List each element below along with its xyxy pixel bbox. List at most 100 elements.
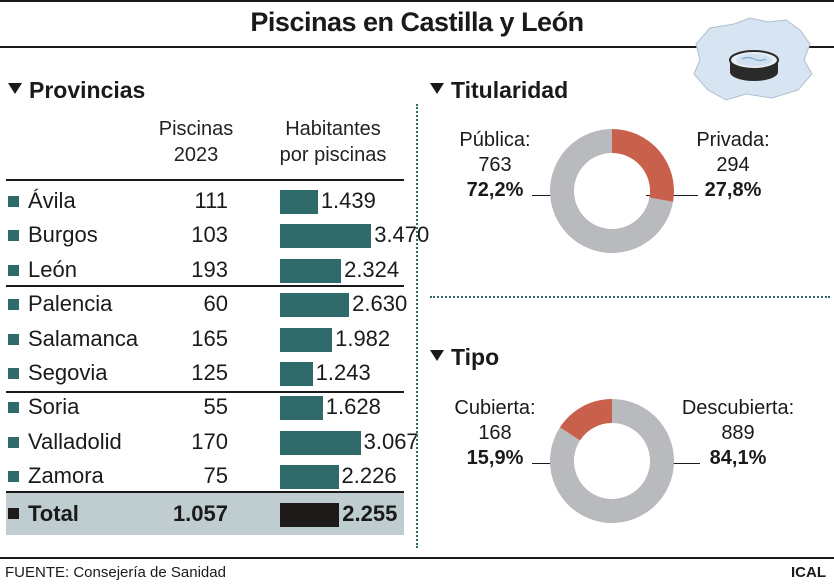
table-row: Zamora 75 2.226 (6, 459, 404, 493)
hab-label: 1.982 (335, 325, 391, 351)
titularidad-heading-text: Titularidad (451, 77, 569, 103)
cubierta-slice (559, 399, 612, 441)
bar (280, 396, 323, 421)
table-row: Segovia 125 1.243 (6, 356, 404, 390)
province-name: Valladolid (28, 428, 122, 454)
pool-count: 75 (203, 463, 228, 489)
pool-count: 60 (203, 291, 228, 317)
table-rule-total (6, 491, 404, 493)
bar (280, 224, 372, 249)
table-row: León 193 2.324 (6, 253, 404, 287)
provincias-heading-text: Provincias (29, 77, 146, 103)
pool-count: 55 (203, 394, 228, 420)
province-name: Ávila (28, 188, 76, 213)
province-name: Zamora (28, 463, 104, 489)
province-name: Salamanca (28, 325, 139, 351)
table-row: Valladolid 170 3.067 (6, 425, 419, 459)
pool-count: 1.057 (172, 501, 228, 526)
table-rule-group1 (6, 285, 404, 287)
province-name: Soria (28, 394, 80, 420)
col-header-hab-line2: por piscinas (279, 144, 387, 166)
pool-count: 125 (191, 360, 228, 385)
brand-logo-text: ICAL (791, 564, 826, 581)
tipo-donut (550, 399, 674, 523)
pool-count: 165 (191, 325, 228, 351)
province-name: Segovia (28, 360, 108, 385)
province-name: Total (28, 501, 79, 526)
legend-square (8, 264, 19, 276)
chart-title: Piscinas en Castilla y León (250, 7, 584, 37)
table-row: Burgos 103 3.470 (6, 218, 429, 252)
col-header-count-line2: 2023 (173, 144, 219, 166)
bar (280, 362, 313, 386)
pool-count: 111 (194, 188, 228, 213)
col-header-hab: Habitantes por piscinas (262, 116, 404, 168)
hab-label: 3.067 (363, 428, 419, 454)
descubierta-label: Descubierta: (681, 397, 795, 419)
tipo-heading-text: Tipo (451, 344, 500, 370)
privada-slice (612, 129, 674, 202)
titularidad-heading: Titularidad (430, 77, 568, 104)
privada-pct: 27,8% (704, 179, 762, 201)
title-rule-top (0, 0, 834, 2)
publica-label: Pública: (459, 129, 531, 151)
descubierta-slice (550, 399, 674, 523)
publica-pct: 72,2% (466, 179, 524, 201)
hab-label: 2.324 (344, 256, 400, 282)
legend-square (8, 402, 19, 414)
col-header-count: Piscinas 2023 (140, 116, 252, 168)
hab-label: 2.255 (342, 501, 398, 526)
pool-count: 170 (191, 428, 228, 454)
hab-label: 1.628 (325, 394, 381, 420)
pool-count: 193 (191, 256, 228, 282)
cubierta-label-group: Cubierta: 168 15,9% (440, 396, 550, 471)
pool-count: 103 (191, 222, 228, 248)
bar (280, 327, 333, 352)
legend-square (8, 230, 19, 242)
table-row: Salamanca 165 1.982 (6, 322, 404, 356)
bar (280, 293, 350, 318)
bar (280, 258, 342, 283)
table-rule-header (6, 179, 404, 181)
hab-label: 3.470 (374, 222, 430, 248)
privada-label-group: Privada: 294 27,8% (678, 128, 788, 203)
descubierta-label-group: Descubierta: 889 84,1% (668, 396, 808, 471)
hab-label: 2.630 (352, 291, 408, 317)
footer-rule (0, 557, 834, 559)
triangle-icon (8, 83, 22, 94)
privada-value: 294 (716, 154, 750, 176)
horizontal-dotted-divider (430, 296, 830, 298)
provincias-heading: Provincias (8, 77, 145, 104)
cubierta-value: 168 (478, 422, 512, 444)
legend-square (8, 299, 19, 311)
col-header-hab-line1: Habitantes (285, 118, 381, 140)
legend-square (8, 333, 19, 345)
bar (280, 503, 340, 527)
hab-label: 1.243 (315, 360, 371, 385)
vertical-dotted-divider (416, 104, 418, 548)
triangle-icon (430, 83, 444, 94)
bar (280, 430, 361, 455)
legend-square (8, 368, 19, 379)
bar (280, 465, 339, 490)
table-rule-group2 (6, 391, 404, 393)
hab-label: 1.439 (320, 188, 376, 213)
total-row: Total 1.057 2.255 (6, 493, 404, 535)
legend-square (8, 508, 19, 519)
cubierta-label: Cubierta: (454, 397, 536, 419)
cubierta-pct: 15,9% (466, 447, 524, 469)
col-header-count-line1: Piscinas (158, 118, 234, 140)
publica-value: 763 (478, 154, 512, 176)
descubierta-value: 889 (721, 422, 755, 444)
tipo-heading: Tipo (430, 344, 499, 371)
title-rule-bottom (0, 46, 834, 48)
source-note: FUENTE: Consejería de Sanidad (5, 564, 226, 581)
province-name: Burgos (28, 222, 98, 248)
publica-slice (550, 129, 674, 253)
province-name: Palencia (28, 291, 113, 317)
table-row: Ávila 111 1.439 (6, 184, 404, 218)
hab-label: 2.226 (341, 463, 397, 489)
swimming-pool-on-map-icon (693, 17, 813, 101)
legend-square (8, 196, 19, 207)
descubierta-pct: 84,1% (709, 447, 767, 469)
